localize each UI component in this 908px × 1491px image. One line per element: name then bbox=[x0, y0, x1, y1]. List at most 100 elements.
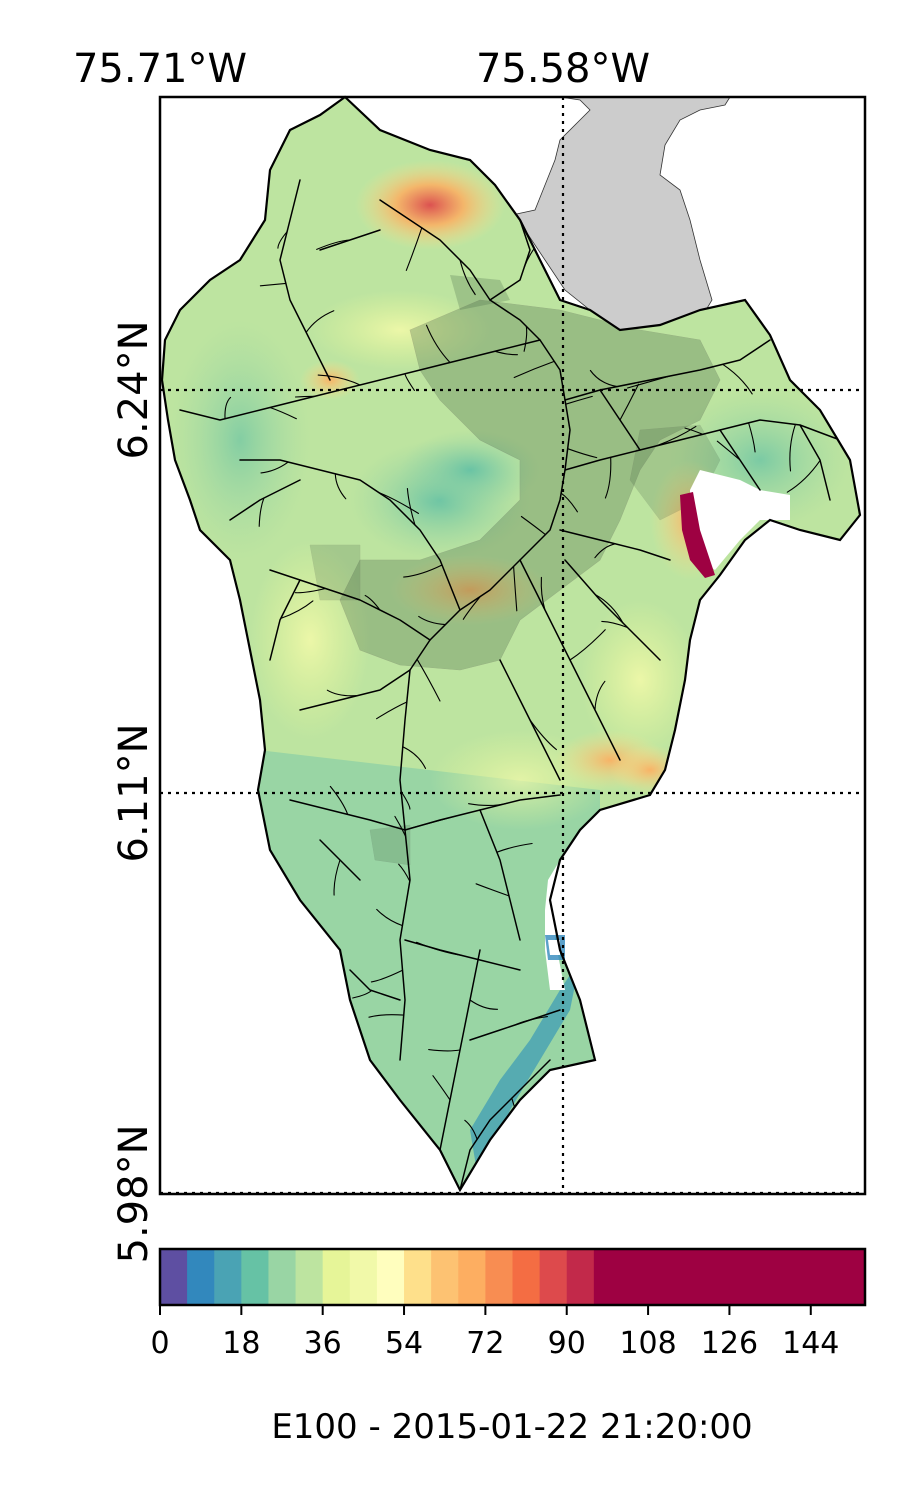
colorbar-swatch bbox=[214, 1249, 242, 1305]
colorbar-swatch bbox=[485, 1249, 513, 1305]
map-frame bbox=[158, 95, 867, 1196]
river-tributary bbox=[334, 473, 347, 500]
river-tributary bbox=[418, 615, 446, 626]
river-tributary bbox=[294, 587, 327, 594]
river-tributary bbox=[378, 492, 419, 514]
river-tributary bbox=[594, 594, 624, 624]
river-tributary bbox=[604, 456, 612, 499]
colorbar-tick-label: 72 bbox=[466, 1326, 504, 1361]
river-tributary bbox=[406, 488, 416, 526]
river-tributary bbox=[513, 565, 518, 612]
river-segment bbox=[229, 479, 301, 521]
river-tributary bbox=[333, 859, 341, 896]
river-tributary bbox=[326, 689, 359, 697]
river-tributary bbox=[398, 863, 411, 882]
colorbar-tick-label: 126 bbox=[701, 1326, 758, 1361]
river-segment bbox=[269, 579, 301, 661]
river-tributary bbox=[404, 373, 415, 391]
river-segment bbox=[564, 419, 841, 471]
river-tributary bbox=[589, 369, 618, 388]
river-tributary bbox=[405, 227, 423, 271]
river-tributary bbox=[569, 629, 606, 661]
river-tributary bbox=[277, 231, 288, 249]
river-tributary bbox=[619, 383, 640, 421]
river-tributary bbox=[294, 395, 316, 398]
river-segment bbox=[459, 1059, 551, 1190]
saturated-edge bbox=[680, 492, 715, 578]
colorbar-tick-label: 36 bbox=[304, 1326, 342, 1361]
river-tributary bbox=[316, 239, 351, 250]
colorbar-tick-label: 108 bbox=[619, 1326, 676, 1361]
river-segment bbox=[269, 569, 431, 641]
river-tributary bbox=[415, 941, 463, 957]
river-tributary bbox=[540, 576, 546, 611]
river-tributary bbox=[469, 999, 499, 1010]
river-tributary bbox=[416, 658, 441, 702]
river-segment bbox=[299, 669, 411, 711]
colorbar-tick-label: 18 bbox=[222, 1326, 260, 1361]
river-segment bbox=[564, 339, 771, 401]
river-tributary bbox=[464, 1119, 478, 1140]
river-tributary bbox=[475, 883, 510, 897]
river-tributary bbox=[513, 360, 555, 379]
lat-label-3: 5.98°N bbox=[111, 1125, 157, 1264]
river-tributary bbox=[594, 543, 616, 559]
colorbar-frame bbox=[158, 1247, 867, 1307]
river-tributary bbox=[789, 423, 796, 472]
lat-label-1: 6.24°N bbox=[111, 321, 157, 460]
river-segment bbox=[564, 559, 661, 661]
river-tributary bbox=[364, 594, 381, 611]
river-tributary bbox=[514, 1016, 548, 1026]
colorbar-swatch bbox=[295, 1249, 324, 1305]
river-tributary bbox=[565, 395, 593, 405]
river-tributary bbox=[520, 515, 546, 536]
river-tributary bbox=[269, 406, 297, 420]
colorbar-swatch bbox=[376, 1249, 405, 1305]
river-tributary bbox=[260, 461, 289, 474]
river-tributary bbox=[684, 427, 704, 435]
river-tributary bbox=[280, 600, 314, 619]
river-tributary bbox=[402, 746, 427, 769]
river-tributary bbox=[656, 425, 697, 447]
colorbar-tick-label: 0 bbox=[150, 1326, 169, 1361]
river-segment bbox=[379, 199, 491, 301]
colorbar-swatch bbox=[539, 1249, 568, 1305]
river-tributary bbox=[370, 969, 404, 983]
river-tributary bbox=[626, 375, 671, 389]
colorbar-swatch bbox=[458, 1249, 486, 1305]
river-tributary bbox=[722, 363, 753, 395]
lon-label-2: 75.58°W bbox=[476, 46, 650, 92]
river-tributary bbox=[567, 448, 598, 459]
river-segment bbox=[559, 529, 671, 561]
river-segment bbox=[239, 459, 461, 611]
river-tributary bbox=[716, 440, 741, 461]
colorbar-swatch bbox=[593, 1249, 866, 1305]
river-tributary bbox=[368, 1014, 405, 1018]
river-network bbox=[179, 179, 841, 1190]
river-tributary bbox=[224, 396, 232, 420]
river-segment bbox=[349, 969, 401, 1001]
river-segment bbox=[279, 179, 331, 381]
river-tributary bbox=[258, 497, 265, 527]
river-tributary bbox=[594, 680, 606, 711]
colorbar-tick-label: 144 bbox=[782, 1326, 839, 1361]
river-tributary bbox=[410, 815, 457, 829]
colorbar-swatch bbox=[268, 1249, 297, 1305]
river-tributary bbox=[496, 842, 533, 853]
river-tributary bbox=[394, 815, 407, 837]
river-tributary bbox=[403, 564, 443, 578]
colorbar-swatch bbox=[187, 1249, 215, 1305]
river-tributary bbox=[560, 492, 578, 513]
colorbar-swatch bbox=[512, 1249, 541, 1305]
basin-outline bbox=[160, 95, 862, 1193]
river-tributary bbox=[529, 719, 557, 751]
colorbar-swatch bbox=[404, 1249, 432, 1305]
river-tributary bbox=[494, 350, 518, 356]
river-tributary bbox=[305, 310, 335, 333]
map-panel bbox=[158, 95, 867, 1196]
river-tributary bbox=[352, 989, 373, 999]
river-tributary bbox=[376, 908, 403, 927]
river-tributary bbox=[317, 374, 361, 386]
colorbar-label: E100 - 2015-01-22 21:20:00 bbox=[271, 1407, 752, 1447]
